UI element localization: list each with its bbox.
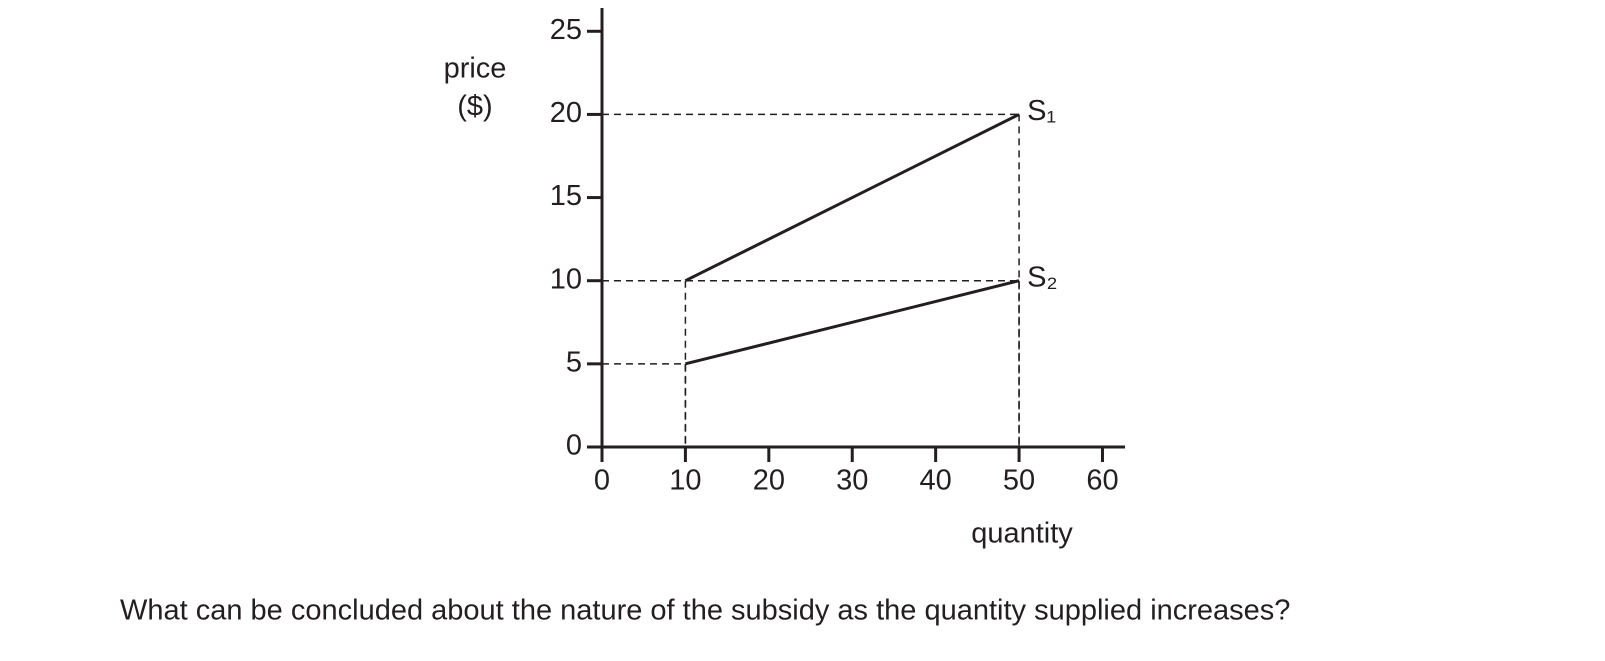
series-label: S₂ (1027, 261, 1058, 293)
x-tick-label: 50 (1003, 465, 1035, 497)
y-axis-label: price (444, 53, 507, 85)
series-line (684, 113, 1020, 283)
series-line (685, 279, 1020, 366)
x-tick-label: 20 (753, 465, 785, 497)
x-tick-label: 40 (920, 465, 952, 497)
x-tick-label: 10 (669, 465, 701, 497)
y-tick-label: 5 (566, 347, 582, 379)
series-label: S₁ (1027, 95, 1056, 127)
x-tick-label: 0 (594, 465, 610, 497)
y-axis-label: ($) (457, 91, 492, 123)
y-tick-label: 15 (550, 180, 582, 212)
x-tick-label: 30 (836, 465, 868, 497)
y-tick-label: 0 (566, 430, 582, 462)
y-tick-label: 10 (550, 263, 582, 295)
y-tick-label: 25 (550, 14, 582, 46)
x-axis-label: quantity (971, 518, 1073, 550)
y-tick-label: 20 (550, 97, 582, 129)
x-tick-label: 60 (1086, 465, 1118, 497)
question: What can be concluded about the nature o… (120, 595, 1290, 627)
